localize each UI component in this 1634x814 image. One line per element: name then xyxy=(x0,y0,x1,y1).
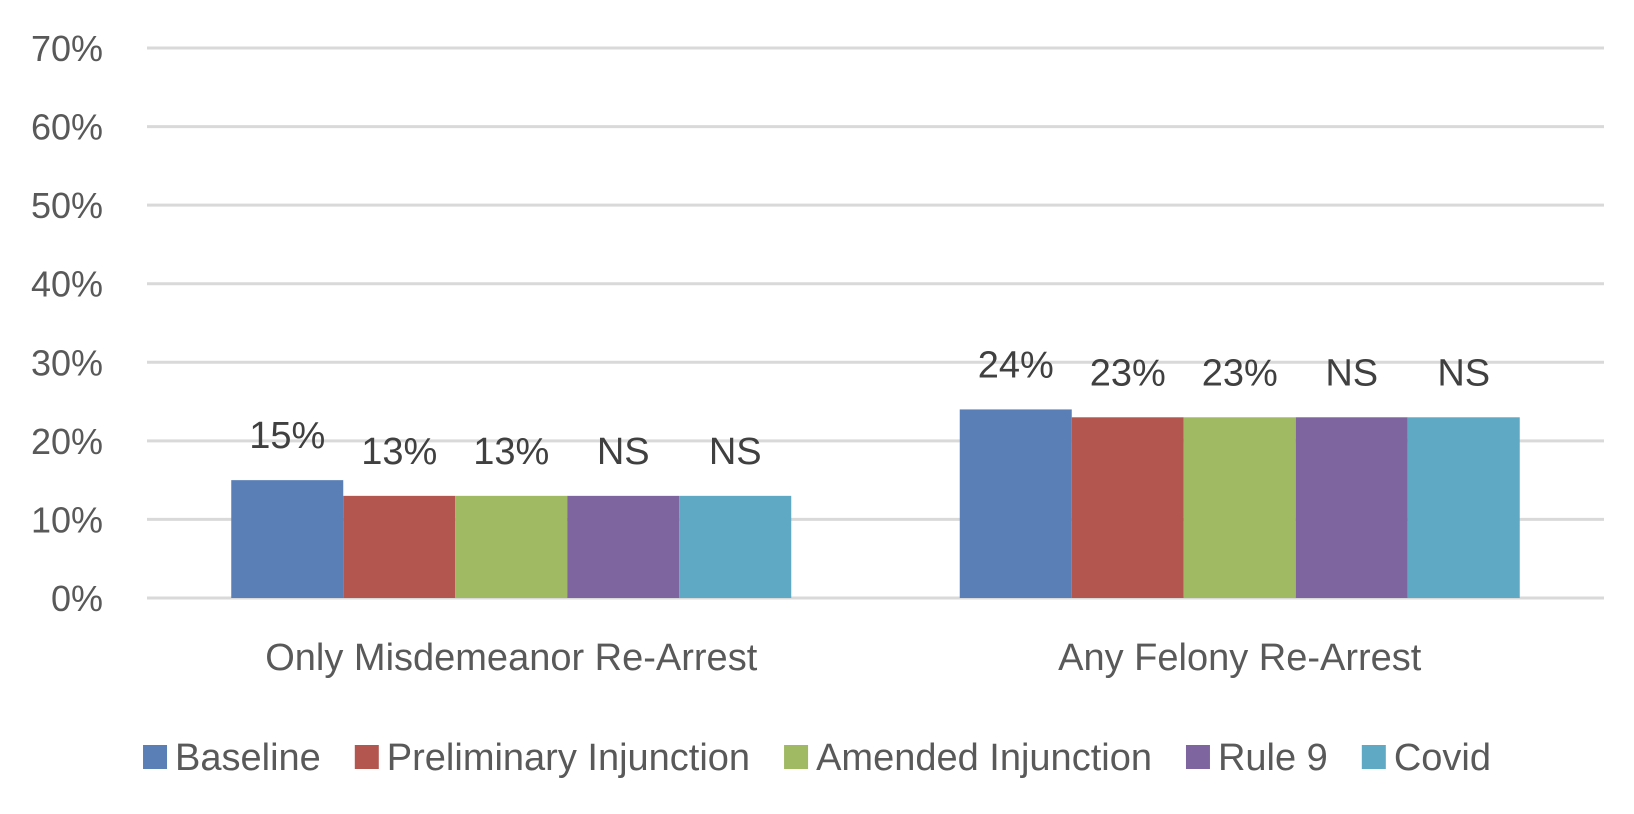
legend-label: Rule 9 xyxy=(1218,737,1328,779)
data-label: 24% xyxy=(978,344,1054,386)
legend-label: Preliminary Injunction xyxy=(387,737,750,779)
data-label: 15% xyxy=(249,415,325,457)
bar xyxy=(1183,417,1296,598)
y-tick-label: 0% xyxy=(51,578,103,619)
data-label: NS xyxy=(1325,352,1378,394)
bar xyxy=(1295,417,1408,598)
data-label: 13% xyxy=(473,431,549,473)
category-labels: Only Misdemeanor Re-Arrest Any Felony Re-… xyxy=(265,637,1422,679)
data-label: NS xyxy=(709,431,762,473)
category-label: Any Felony Re-Arrest xyxy=(1058,637,1422,679)
legend-swatch xyxy=(143,745,168,769)
bar xyxy=(959,409,1072,598)
bar xyxy=(1407,417,1520,598)
bars xyxy=(231,409,1520,598)
legend-swatch xyxy=(784,745,809,769)
category-label: Only Misdemeanor Re-Arrest xyxy=(265,637,757,679)
legend: Baseline Preliminary Injunction Amended In… xyxy=(143,737,1491,779)
bar xyxy=(343,495,456,598)
data-label: NS xyxy=(597,431,650,473)
bar xyxy=(679,495,792,598)
y-tick-label: 20% xyxy=(31,421,103,462)
y-tick-label: 50% xyxy=(31,185,103,226)
legend-swatch xyxy=(1185,745,1210,769)
y-tick-label: 70% xyxy=(31,28,103,69)
data-label: 23% xyxy=(1202,352,1278,394)
bar xyxy=(455,495,568,598)
y-axis-ticks: 0% 10% 20% 30% 40% 50% 60% 70% xyxy=(31,28,103,619)
data-labels: 15% 13% 13% NS NS 24% 23% 23% NS NS xyxy=(249,344,1490,472)
y-tick-label: 30% xyxy=(31,342,103,383)
bar xyxy=(567,495,680,598)
data-label: NS xyxy=(1437,352,1490,394)
data-label: 23% xyxy=(1090,352,1166,394)
y-tick-label: 60% xyxy=(31,107,103,148)
bar xyxy=(1071,417,1184,598)
legend-swatch xyxy=(1361,745,1386,769)
legend-label: Covid xyxy=(1394,737,1491,779)
y-tick-label: 10% xyxy=(31,499,103,540)
y-tick-label: 40% xyxy=(31,264,103,305)
data-label: 13% xyxy=(361,431,437,473)
legend-label: Baseline xyxy=(175,737,321,779)
legend-label: Amended Injunction xyxy=(816,737,1152,779)
legend-swatch xyxy=(354,745,379,769)
bar xyxy=(231,480,344,598)
